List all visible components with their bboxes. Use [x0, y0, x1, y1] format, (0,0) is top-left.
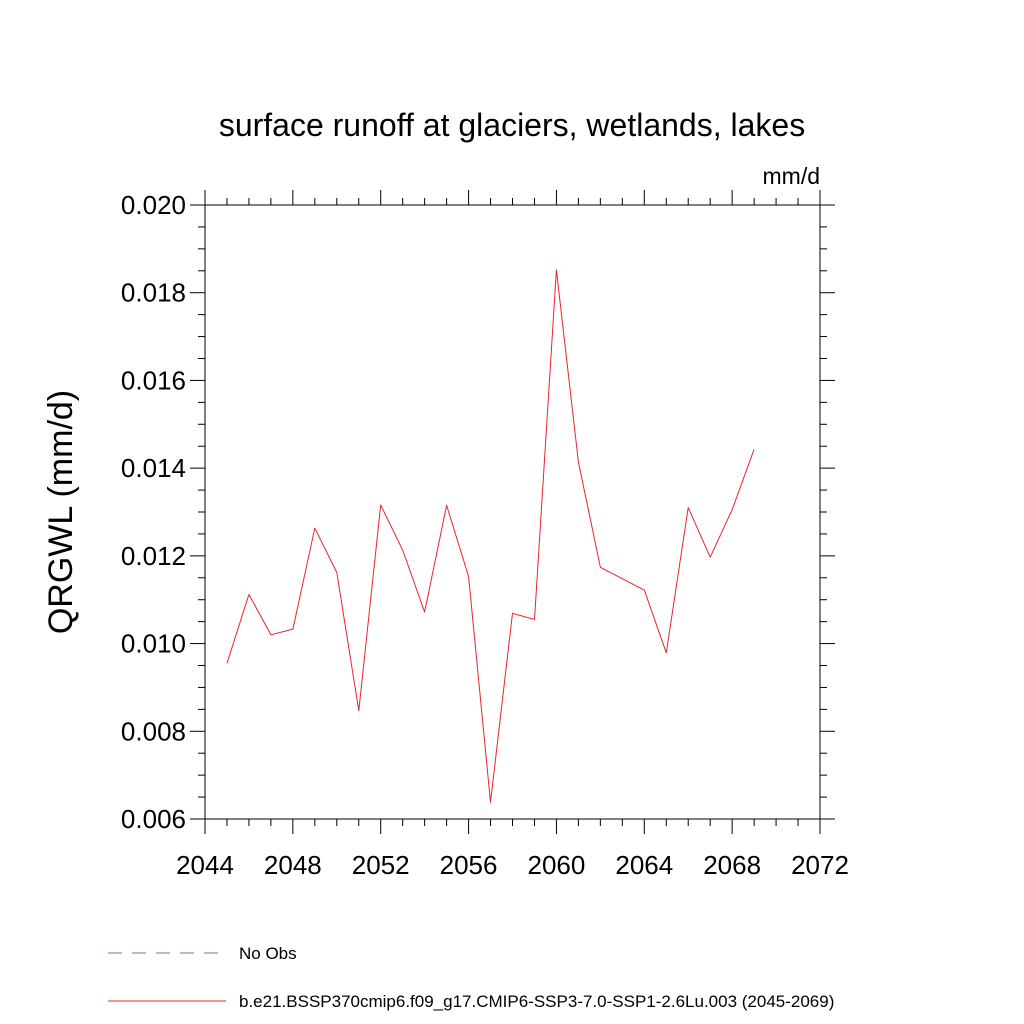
x-tick-label: 2052	[352, 850, 410, 880]
series-line-1	[226, 269, 755, 803]
y-tick-label: 0.006	[121, 804, 186, 834]
y-axis-tick-labels: 0.006 0.008 0.010 0.012 0.014 0.016 0.018 0.020	[121, 190, 186, 834]
y-axis-ticks	[190, 204, 835, 820]
x-axis-ticks	[204, 190, 821, 834]
x-tick-label: 2048	[264, 850, 322, 880]
series-lines	[226, 269, 755, 803]
units-label: mm/d	[763, 163, 821, 189]
y-tick-label: 0.018	[121, 278, 186, 308]
y-tick-label: 0.020	[121, 190, 186, 220]
x-tick-label: 2072	[791, 850, 849, 880]
y-tick-label: 0.016	[121, 365, 186, 395]
y-axis-label: QRGWL (mm/d)	[42, 390, 80, 634]
x-tick-label: 2056	[440, 850, 498, 880]
y-tick-label: 0.012	[121, 541, 186, 571]
x-tick-label: 2064	[615, 850, 673, 880]
y-tick-label: 0.014	[121, 453, 186, 483]
chart-title: surface runoff at glaciers, wetlands, la…	[219, 107, 805, 143]
x-tick-label: 2044	[176, 850, 234, 880]
legend-label-model-run: b.e21.BSSP370cmip6.f09_g17.CMIP6-SSP3-7.…	[239, 992, 834, 1011]
x-axis-tick-labels: 2044 2048 2052 2056 2060 2064 2068 2072	[176, 850, 849, 880]
x-tick-label: 2068	[703, 850, 761, 880]
plot-frame	[204, 204, 821, 820]
y-tick-label: 0.010	[121, 629, 186, 659]
y-tick-label: 0.008	[121, 716, 186, 746]
legend-label-no-obs: No Obs	[239, 944, 297, 963]
x-tick-label: 2060	[528, 850, 586, 880]
